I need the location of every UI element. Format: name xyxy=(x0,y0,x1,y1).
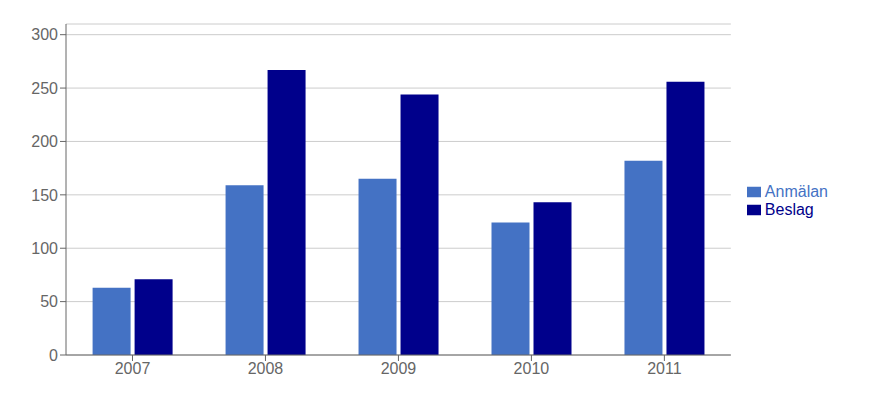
html-text:Anmälan: Anmälan xyxy=(764,182,828,200)
svg-text:2011: 2011 xyxy=(647,360,682,377)
svg-text:2009: 2009 xyxy=(381,360,417,377)
svg-text:250: 250 xyxy=(31,80,58,97)
svg-text:2008: 2008 xyxy=(248,360,284,377)
html-text:Beslag: Beslag xyxy=(764,200,814,218)
svg-text:2007: 2007 xyxy=(115,360,151,377)
svg-text:200: 200 xyxy=(31,133,58,150)
svg-text:2010: 2010 xyxy=(514,360,550,377)
svg-text:0: 0 xyxy=(49,347,58,364)
svg-text:300: 300 xyxy=(31,26,58,43)
svg-text:50: 50 xyxy=(40,293,58,310)
svg-text:150: 150 xyxy=(31,187,58,204)
svg-text:100: 100 xyxy=(31,240,58,257)
